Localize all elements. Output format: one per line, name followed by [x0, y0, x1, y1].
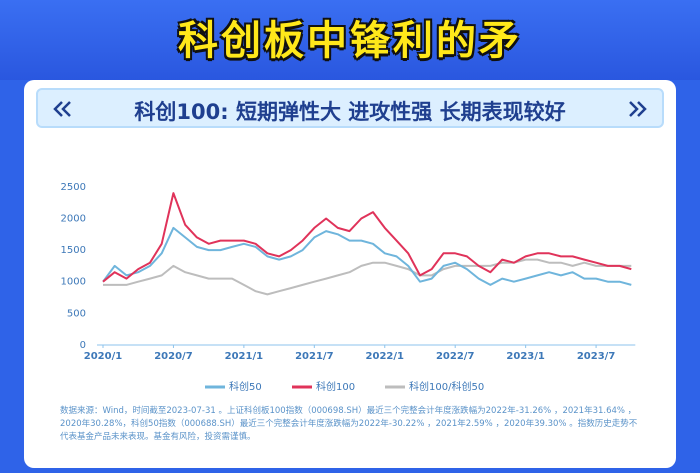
y-tick-label: 1000	[61, 277, 86, 288]
x-tick-label: 2021/1	[225, 351, 263, 362]
x-tick-label: 2022/7	[436, 351, 474, 362]
subtitle-bar	[36, 88, 664, 128]
footnote: 数据来源：Wind，时间截至2023-07-31 。上证科创板100指数（000…	[60, 406, 638, 442]
banner	[0, 0, 700, 80]
page-title: 科创板中锋利的矛	[178, 18, 522, 64]
series-line	[102, 192, 632, 283]
y-tick-label: 1500	[61, 245, 86, 256]
legend-label: 科创50	[229, 380, 262, 393]
x-tick-label: 2021/7	[295, 351, 333, 362]
y-tick-label: 2500	[61, 182, 86, 193]
y-tick-label: 0	[80, 340, 86, 351]
x-tick-label: 2022/1	[366, 351, 404, 362]
x-tick-label: 2023/1	[506, 351, 544, 362]
subtitle: 科创100: 短期弹性大 进攻性强 长期表现较好	[134, 100, 566, 124]
x-tick-label: 2020/1	[84, 351, 122, 362]
x-tick-label: 2023/7	[577, 351, 615, 362]
y-tick-label: 2000	[61, 213, 86, 224]
legend-label: 科创100	[316, 380, 355, 393]
series-line	[103, 258, 632, 296]
chevrons	[53, 101, 647, 117]
x-tick-label: 2020/7	[154, 351, 192, 362]
y-tick-label: 500	[67, 308, 86, 319]
series-line	[102, 226, 632, 286]
legend-label: 科创100/科创50	[409, 380, 484, 393]
